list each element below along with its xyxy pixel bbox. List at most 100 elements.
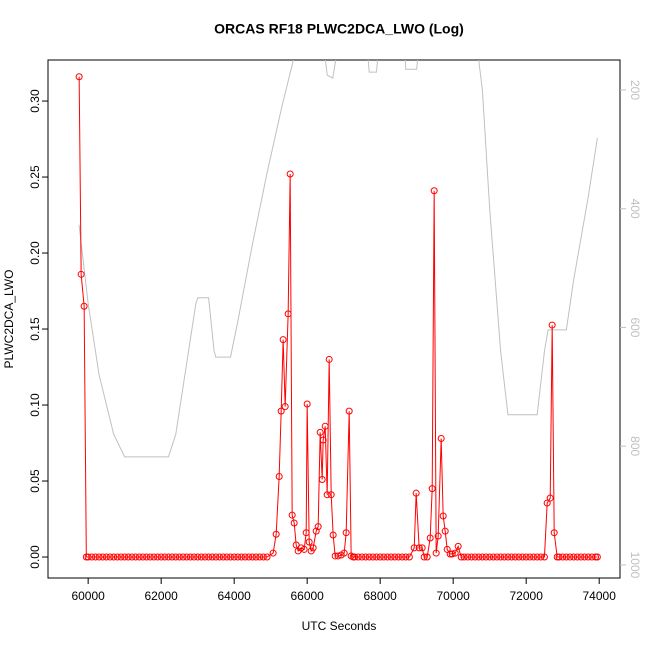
y2-tick-label: 800 <box>628 436 642 456</box>
data-point <box>537 553 545 561</box>
x-tick-label: 60000 <box>71 589 105 603</box>
data-point <box>394 553 402 561</box>
data-point <box>80 302 88 310</box>
x-axis-label: UTC Seconds <box>302 619 377 633</box>
data-point <box>284 310 292 318</box>
data-point <box>281 403 289 411</box>
data-point <box>309 544 317 552</box>
data-point <box>500 553 508 561</box>
data-point <box>342 529 350 537</box>
data-point <box>194 553 202 561</box>
data-point <box>398 553 406 561</box>
data-point <box>457 553 465 561</box>
data-point <box>75 73 83 81</box>
data-point <box>234 553 242 561</box>
data-point <box>550 529 558 537</box>
data-point <box>286 170 294 178</box>
data-point <box>540 553 548 561</box>
data-point <box>318 476 326 484</box>
data-point <box>300 545 308 553</box>
data-point <box>410 544 418 552</box>
series-line <box>78 60 598 458</box>
x-tick-label: 68000 <box>363 589 397 603</box>
data-point <box>387 553 395 561</box>
data-point <box>478 553 486 561</box>
data-point <box>323 491 331 499</box>
data-point <box>312 527 320 535</box>
data-point <box>132 553 140 561</box>
data-point <box>175 553 183 561</box>
data-point <box>82 553 90 561</box>
data-point <box>467 553 475 561</box>
data-point <box>543 499 551 507</box>
data-point <box>327 491 335 499</box>
plot-box <box>47 59 621 579</box>
data-point <box>441 527 449 535</box>
data-point <box>415 544 423 552</box>
data-point <box>179 553 187 561</box>
x-tick-label: 66000 <box>290 589 324 603</box>
data-point <box>340 549 348 557</box>
data-point <box>245 553 253 561</box>
y-tick-label: 0.15 <box>28 317 42 341</box>
data-point <box>223 553 231 561</box>
data-point <box>197 553 205 561</box>
data-point <box>113 553 121 561</box>
data-point <box>434 532 442 540</box>
data-point <box>383 553 391 561</box>
data-point <box>139 553 147 561</box>
data-point <box>423 553 431 561</box>
data-point <box>354 553 362 561</box>
data-point <box>426 534 434 542</box>
data-point <box>150 553 158 561</box>
data-point <box>412 489 420 497</box>
data-point <box>190 553 198 561</box>
y-tick-label: 0.00 <box>28 545 42 569</box>
data-point <box>117 553 125 561</box>
data-point <box>432 549 440 557</box>
data-point <box>508 553 516 561</box>
y-tick-label: 0.05 <box>28 469 42 493</box>
data-point <box>497 553 505 561</box>
data-point <box>146 553 154 561</box>
data-point <box>345 407 353 415</box>
data-point <box>418 544 426 552</box>
data-point <box>216 553 224 561</box>
x-tick-label: 74000 <box>583 589 617 603</box>
data-point <box>391 553 399 561</box>
data-point <box>351 553 359 561</box>
data-point <box>581 553 589 561</box>
data-point <box>256 553 264 561</box>
data-point <box>511 553 519 561</box>
data-point <box>489 553 497 561</box>
data-point <box>555 553 563 561</box>
data-point <box>428 485 436 493</box>
data-point <box>522 553 530 561</box>
data-point <box>504 553 512 561</box>
data-point <box>237 553 245 561</box>
y2-tick-label: 1000 <box>628 552 642 579</box>
y2-tick-label: 200 <box>628 80 642 100</box>
data-point <box>168 553 176 561</box>
data-point <box>482 553 490 561</box>
data-point <box>157 553 165 561</box>
data-point <box>219 553 227 561</box>
data-point <box>334 552 342 560</box>
data-point <box>365 553 373 561</box>
data-point <box>402 553 410 561</box>
data-point <box>486 553 494 561</box>
data-point <box>277 407 285 415</box>
data-point <box>369 553 377 561</box>
data-point <box>559 553 567 561</box>
data-point <box>128 553 136 561</box>
data-point <box>562 553 570 561</box>
data-point <box>252 553 260 561</box>
data-point <box>448 550 456 558</box>
data-point <box>161 553 169 561</box>
data-point <box>329 531 337 539</box>
data-point <box>316 428 324 436</box>
data-point <box>275 472 283 480</box>
y-axis-label: PLWC2DCA_LWO <box>2 270 16 369</box>
data-point <box>110 553 118 561</box>
